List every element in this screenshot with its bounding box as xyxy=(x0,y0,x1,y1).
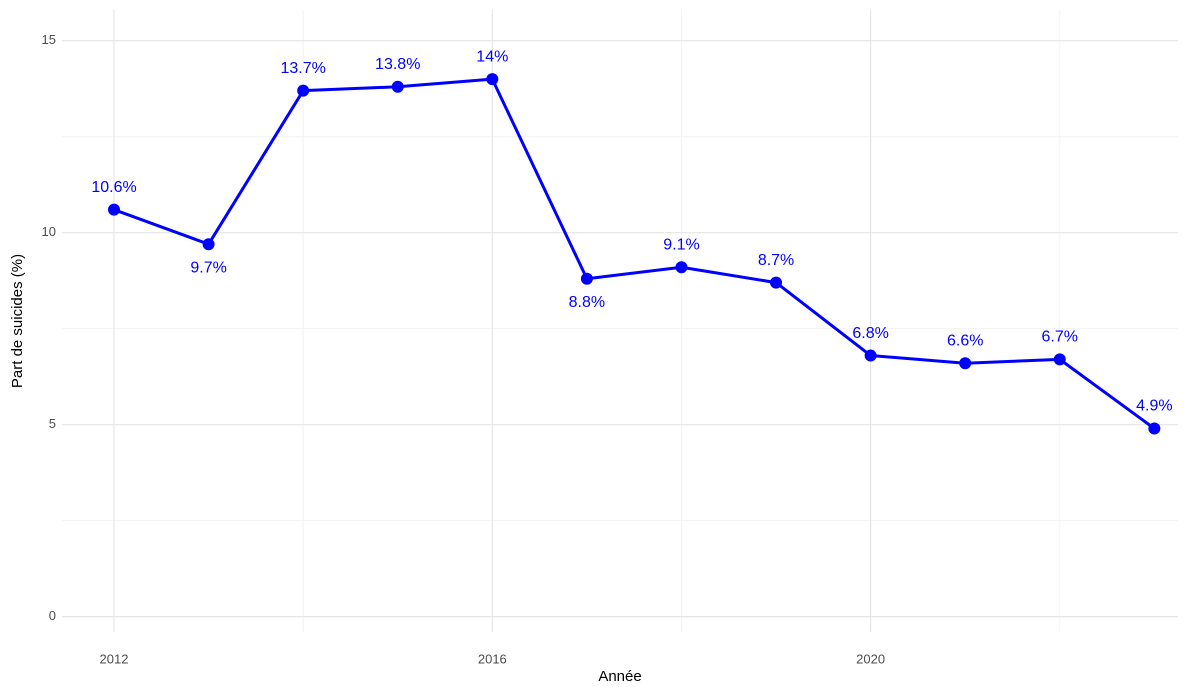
y-tick-label: 10 xyxy=(42,224,56,239)
y-tick-label: 5 xyxy=(49,416,56,431)
point xyxy=(1148,422,1161,435)
y-tick-label: 15 xyxy=(42,32,56,47)
data-label: 13.8% xyxy=(375,56,420,73)
data-label: 6.8% xyxy=(852,325,888,342)
point xyxy=(959,357,972,370)
point xyxy=(486,73,499,86)
x-axis-title: Année xyxy=(598,668,641,685)
point xyxy=(297,84,310,97)
x-tick-label: 2016 xyxy=(478,651,507,666)
data-label: 9.7% xyxy=(190,259,226,276)
point xyxy=(770,276,783,289)
data-label: 13.7% xyxy=(280,60,325,77)
data-label: 9.1% xyxy=(663,236,699,253)
point xyxy=(108,203,121,216)
point xyxy=(675,261,688,274)
point xyxy=(864,349,877,362)
data-label: 6.7% xyxy=(1042,329,1078,346)
data-label: 14% xyxy=(476,48,508,65)
x-tick-label: 2020 xyxy=(856,651,885,666)
data-label: 10.6% xyxy=(91,179,136,196)
point xyxy=(1053,353,1066,366)
point xyxy=(202,238,215,251)
line xyxy=(113,77,1156,430)
y-tick-label: 0 xyxy=(49,608,56,623)
point xyxy=(391,80,404,93)
data-label: 8.7% xyxy=(758,252,794,269)
data-label: 6.6% xyxy=(947,332,983,349)
y-axis-title: Part de suicides (%) xyxy=(9,254,26,388)
data-label: 8.8% xyxy=(569,294,605,311)
data-label: 4.9% xyxy=(1136,398,1172,415)
point xyxy=(580,272,593,285)
x-tick-label: 2012 xyxy=(100,651,129,666)
